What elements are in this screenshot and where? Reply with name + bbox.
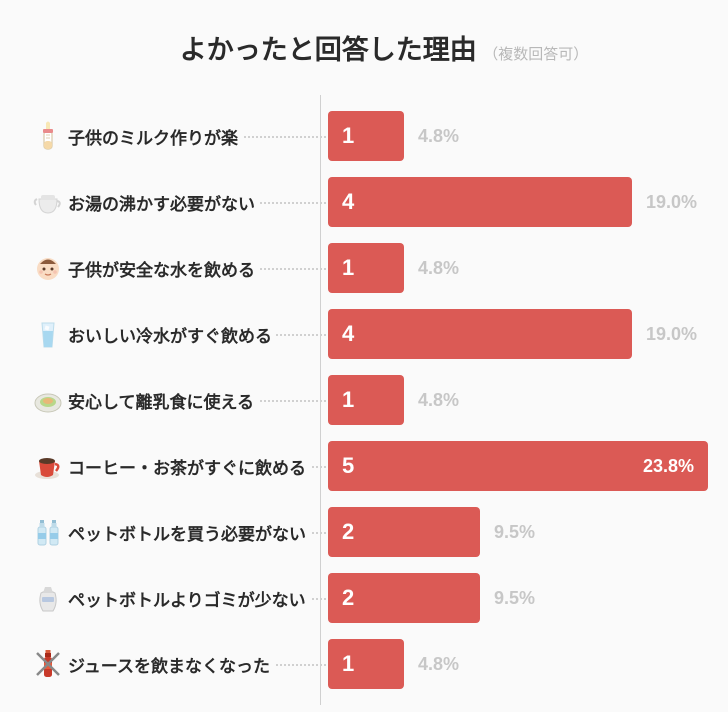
bar: 2 [328, 507, 480, 557]
row-label-text: ペットボトルよりゴミが少ない [68, 591, 310, 610]
trash-bag-icon [28, 578, 68, 618]
bar-percent: 19.0% [646, 324, 697, 345]
bar-percent: 9.5% [494, 588, 535, 609]
row-label: コーヒー・お茶がすぐに飲める [68, 454, 328, 479]
row-label-text: ペットボトルを買う必要がない [68, 525, 310, 544]
bar-cell: 1 4.8% [328, 375, 708, 425]
bar-cell: 2 9.5% [328, 507, 708, 557]
chart-title-wrap: よかったと回答した理由 （複数回答可） [20, 28, 708, 67]
row-label: ジュースを飲まなくなった [68, 652, 328, 677]
bar-value: 4 [342, 189, 354, 215]
bar-value: 1 [342, 255, 354, 281]
bar: 5 23.8% [328, 441, 708, 491]
bar-value: 5 [342, 453, 354, 479]
bar-cell: 1 4.8% [328, 111, 708, 161]
table-row: コーヒー・お茶がすぐに飲める 5 23.8% [28, 433, 708, 499]
row-label: 安心して離乳食に使える [68, 388, 328, 413]
row-label: 子供が安全な水を飲める [68, 256, 328, 281]
bar-percent: 23.8% [643, 456, 694, 477]
kettle-icon [28, 182, 68, 222]
table-row: 子供のミルク作りが楽 1 4.8% [28, 103, 708, 169]
row-label-text: 安心して離乳食に使える [68, 393, 258, 412]
table-row: ペットボトルを買う必要がない 2 9.5% [28, 499, 708, 565]
row-label: ペットボトルを買う必要がない [68, 520, 328, 545]
no-juice-icon [28, 644, 68, 684]
bar-percent: 4.8% [418, 126, 459, 147]
row-label: お湯の沸かす必要がない [68, 190, 328, 215]
bar-value: 1 [342, 387, 354, 413]
bar: 4 [328, 309, 632, 359]
baby-face-icon [28, 248, 68, 288]
row-label: 子供のミルク作りが楽 [68, 124, 328, 149]
bar: 1 [328, 243, 404, 293]
bar-percent: 4.8% [418, 258, 459, 279]
bar-value: 4 [342, 321, 354, 347]
table-row: ペットボトルよりゴミが少ない 2 9.5% [28, 565, 708, 631]
bar-percent: 19.0% [646, 192, 697, 213]
bar-cell: 4 19.0% [328, 309, 708, 359]
cold-glass-icon [28, 314, 68, 354]
bar-percent: 4.8% [418, 390, 459, 411]
row-label: ペットボトルよりゴミが少ない [68, 586, 328, 611]
chart-title: よかったと回答した理由 [180, 35, 477, 65]
coffee-cup-icon [28, 446, 68, 486]
row-label: おいしい冷水がすぐ飲める [68, 322, 328, 347]
bar-value: 2 [342, 585, 354, 611]
bar-chart: 子供のミルク作りが楽 1 4.8% お湯の沸かす必要がない 4 19.0% 子供が安全な水を… [20, 103, 708, 697]
chart-subtitle: （複数回答可） [483, 46, 588, 63]
bar-percent: 4.8% [418, 654, 459, 675]
bar: 1 [328, 111, 404, 161]
table-row: 子供が安全な水を飲める 1 4.8% [28, 235, 708, 301]
pet-bottles-icon [28, 512, 68, 552]
bar-cell: 1 4.8% [328, 639, 708, 689]
bar-value: 1 [342, 651, 354, 677]
table-row: お湯の沸かす必要がない 4 19.0% [28, 169, 708, 235]
bar: 1 [328, 375, 404, 425]
row-label-text: コーヒー・お茶がすぐに飲める [68, 459, 310, 478]
row-label-text: おいしい冷水がすぐ飲める [68, 327, 276, 346]
bar: 4 [328, 177, 632, 227]
bar: 1 [328, 639, 404, 689]
bar-percent: 9.5% [494, 522, 535, 543]
row-label-text: お湯の沸かす必要がない [68, 195, 259, 214]
bar-value: 1 [342, 123, 354, 149]
bar-cell: 2 9.5% [328, 573, 708, 623]
row-label-text: 子供が安全な水を飲める [68, 261, 259, 280]
table-row: ジュースを飲まなくなった 1 4.8% [28, 631, 708, 697]
table-row: おいしい冷水がすぐ飲める 4 19.0% [28, 301, 708, 367]
bar: 2 [328, 573, 480, 623]
table-row: 安心して離乳食に使える 1 4.8% [28, 367, 708, 433]
row-label-text: ジュースを飲まなくなった [68, 657, 274, 676]
bar-value: 2 [342, 519, 354, 545]
baby-bottle-icon [28, 116, 68, 156]
row-label-text: 子供のミルク作りが楽 [68, 129, 242, 148]
baby-food-icon [28, 380, 68, 420]
bar-cell: 4 19.0% [328, 177, 708, 227]
bar-cell: 5 23.8% [328, 441, 708, 491]
bar-cell: 1 4.8% [328, 243, 708, 293]
